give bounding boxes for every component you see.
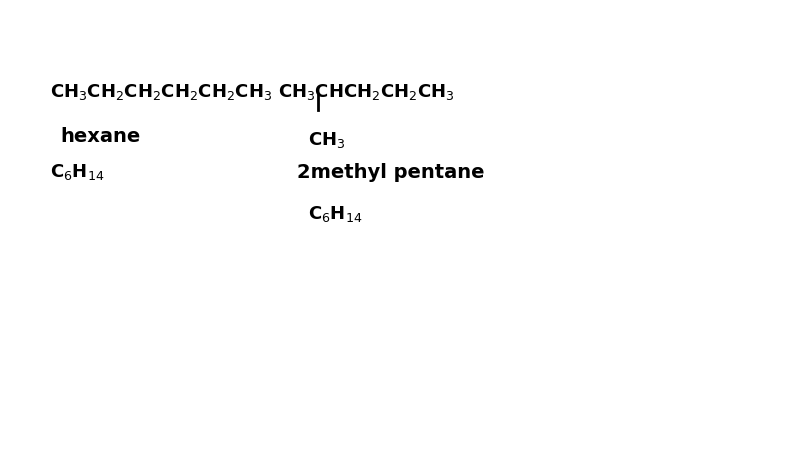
- Text: CH$_3$CH$_2$CH$_2$CH$_2$CH$_2$CH$_3$: CH$_3$CH$_2$CH$_2$CH$_2$CH$_2$CH$_3$: [50, 82, 272, 102]
- Text: CH$_3$CHCH$_2$CH$_2$CH$_3$: CH$_3$CHCH$_2$CH$_2$CH$_3$: [278, 82, 454, 102]
- Text: 2methyl pentane: 2methyl pentane: [297, 163, 485, 182]
- Text: C$_6$H$_{14}$: C$_6$H$_{14}$: [308, 204, 362, 224]
- Text: hexane: hexane: [60, 127, 140, 146]
- Text: C$_6$H$_{14}$: C$_6$H$_{14}$: [50, 162, 105, 182]
- Text: CH$_3$: CH$_3$: [308, 130, 346, 150]
